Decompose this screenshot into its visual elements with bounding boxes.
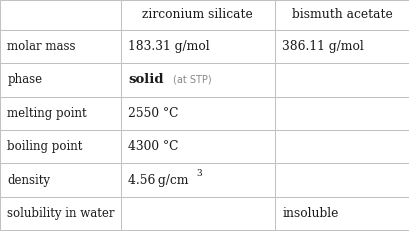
Text: (at STP): (at STP) (172, 75, 211, 85)
Bar (0, 130, 121, 163)
Text: solubility in water: solubility in water (7, 207, 115, 220)
Bar (274, 30, 409, 63)
Bar (274, 97, 409, 130)
Bar (121, 30, 274, 63)
Bar (121, 63, 274, 97)
Bar (121, 0, 274, 30)
Text: melting point: melting point (7, 107, 87, 120)
Text: 2550 °C: 2550 °C (128, 107, 178, 120)
Bar (0, 97, 121, 130)
Text: 183.31 g/mol: 183.31 g/mol (128, 40, 209, 53)
Text: insoluble: insoluble (281, 207, 338, 220)
Text: zirconium silicate: zirconium silicate (142, 8, 253, 21)
Bar (274, 0, 409, 30)
Text: 4300 °C: 4300 °C (128, 140, 178, 153)
Text: bismuth acetate: bismuth acetate (291, 8, 392, 21)
Bar (0, 0, 121, 30)
Bar (121, 130, 274, 163)
Bar (121, 197, 274, 230)
Bar (0, 30, 121, 63)
Bar (121, 97, 274, 130)
Text: 4.56 g/cm: 4.56 g/cm (128, 173, 189, 187)
Bar (274, 63, 409, 97)
Text: solid: solid (128, 73, 164, 86)
Text: density: density (7, 173, 50, 187)
Text: 3: 3 (196, 169, 201, 178)
Text: molar mass: molar mass (7, 40, 76, 53)
Bar (121, 163, 274, 197)
Bar (274, 197, 409, 230)
Bar (274, 163, 409, 197)
Text: boiling point: boiling point (7, 140, 83, 153)
Text: 386.11 g/mol: 386.11 g/mol (281, 40, 363, 53)
Text: phase: phase (7, 73, 43, 86)
Bar (0, 197, 121, 230)
Bar (0, 163, 121, 197)
Bar (0, 63, 121, 97)
Bar (274, 130, 409, 163)
